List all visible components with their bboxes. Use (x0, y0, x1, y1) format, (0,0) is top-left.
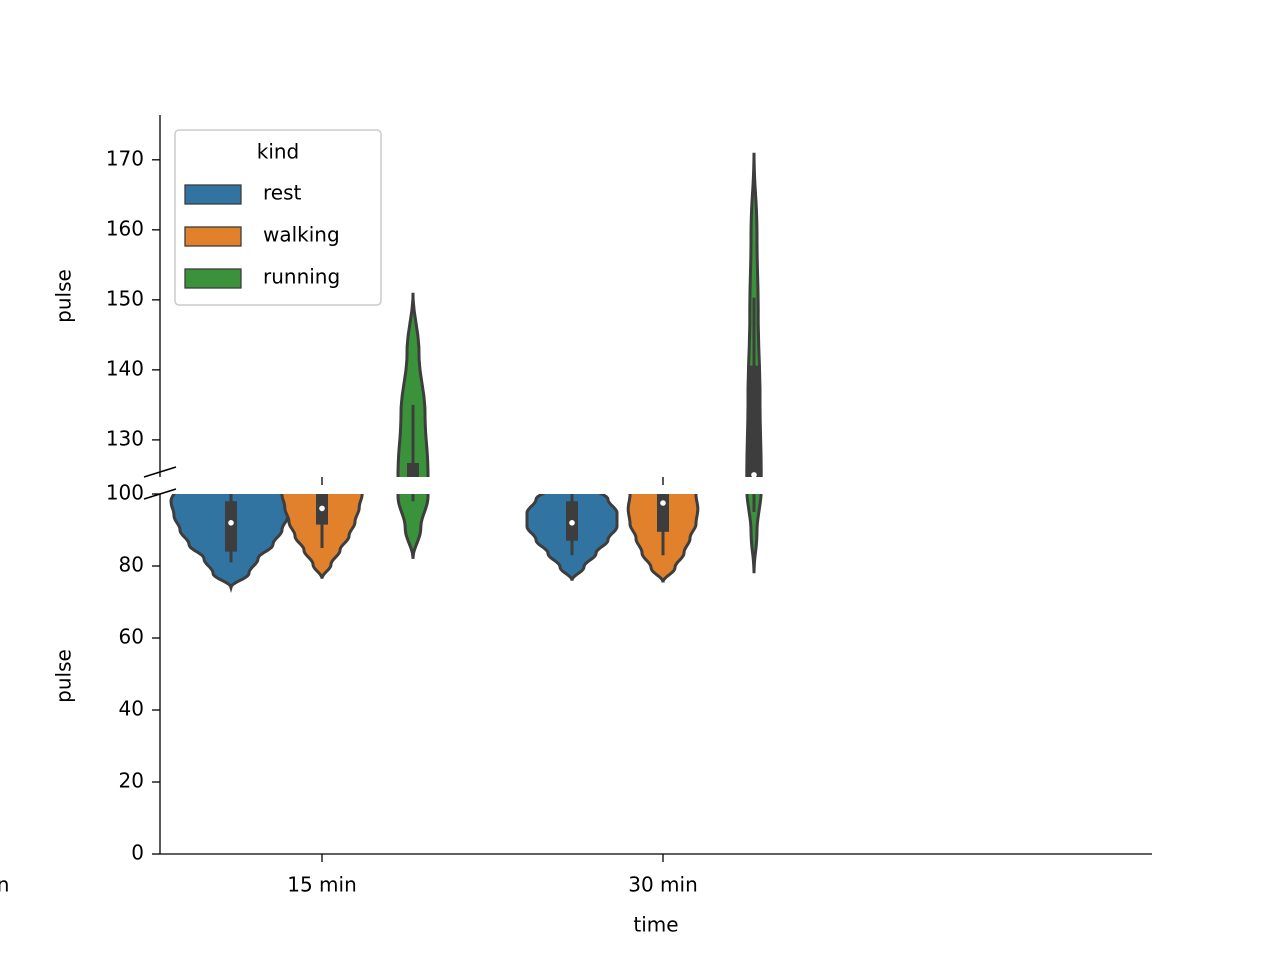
box (748, 365, 760, 477)
median (410, 563, 416, 569)
x-tick-label: 30 min (628, 873, 698, 897)
violin-body (628, 594, 698, 822)
y-tick-label: 160 (106, 216, 144, 240)
top-panel (0, 152, 763, 832)
box (316, 650, 328, 710)
box (657, 650, 669, 724)
x-tick-label: 1 min (0, 873, 9, 897)
y-tick-label: 170 (106, 146, 144, 170)
violin-body (527, 608, 617, 818)
median (228, 520, 234, 526)
legend-swatch (184, 184, 242, 205)
median (69, 502, 75, 508)
y-tick-label: 40 (119, 697, 144, 721)
violin-body (396, 494, 430, 559)
violin-body (282, 594, 362, 815)
violin-body (745, 494, 763, 574)
x-axis-label: time (633, 913, 678, 937)
legend-label: rest (263, 181, 302, 205)
y-tick-label: 140 (106, 356, 144, 380)
median (660, 500, 666, 506)
box (566, 664, 578, 741)
violin-body (171, 608, 291, 832)
y-axis-label: pulse (52, 649, 76, 703)
median (660, 665, 666, 671)
median (569, 703, 575, 709)
legend-label: walking (263, 223, 340, 247)
y-tick-label: 150 (106, 286, 144, 310)
violin-body (396, 292, 430, 477)
y-tick-label: 60 (119, 625, 144, 649)
median (319, 505, 325, 512)
box (407, 462, 419, 477)
y-tick-label: 0 (131, 841, 144, 865)
legend-title: kind (257, 140, 300, 164)
bottom-panel (0, 472, 763, 594)
median (569, 520, 575, 526)
x-tick-label: 15 min (287, 873, 357, 897)
box (225, 664, 237, 762)
box (66, 494, 78, 521)
y-tick-label: 80 (119, 553, 144, 577)
violin-body (745, 152, 763, 477)
median (319, 675, 325, 681)
box (657, 494, 669, 532)
y-tick-label: 100 (106, 481, 144, 505)
legend-swatch (184, 268, 242, 289)
violin-body (0, 472, 14, 580)
legend-label: running (263, 265, 340, 289)
y-axis-label: pulse (52, 269, 76, 323)
median (228, 703, 234, 709)
y-tick-label: 130 (106, 426, 144, 450)
legend-box (174, 129, 382, 306)
box (225, 501, 237, 552)
violin-body (0, 608, 14, 818)
median (751, 472, 757, 477)
break-mark (143, 466, 177, 478)
legend-swatch (184, 226, 242, 247)
y-tick-label: 20 (119, 769, 144, 793)
